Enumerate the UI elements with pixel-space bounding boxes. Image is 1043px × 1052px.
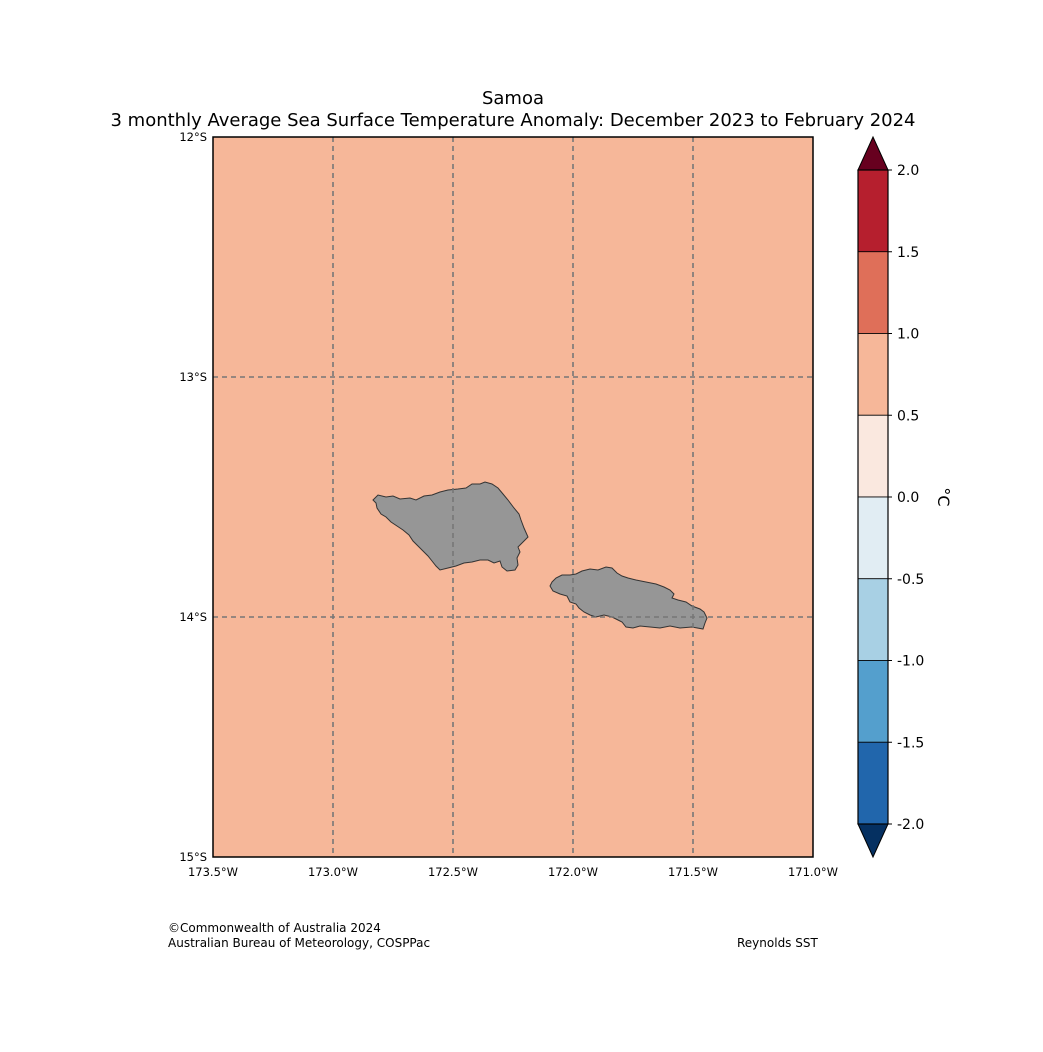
colorbar-tick-label: -0.5 [897,572,924,588]
colorbar-bin [857,414,889,498]
gridlines [213,137,813,857]
longitude-tick-label: 171.0°W [788,865,838,879]
colorbar-unit-label: °C [934,487,953,506]
colorbar-bin [857,333,889,416]
sea-area [213,137,813,857]
colorbar-bin [857,660,889,743]
colorbar-tick-label: 0.5 [897,408,919,424]
savaii-island [372,481,529,572]
latitude-tick-label: 14°S [179,610,207,624]
colorbar [857,135,889,859]
colorbar-extend-max [857,135,889,171]
latitude-tick-label: 12°S [179,130,207,144]
longitude-tick-label: 173.5°W [188,865,238,879]
colorbar-bin [857,169,889,253]
colorbar-tick-label: -1.0 [897,654,924,670]
colorbar-bin [857,578,889,661]
map-subtitle: 3 monthly Average Sea Surface Temperatur… [110,110,916,131]
longitude-tick-label: 173.0°W [308,865,358,879]
longitude-tick-label: 171.5°W [668,865,718,879]
longitude-tick-label: 172.5°W [428,865,478,879]
colorbar-tick-label: 2.0 [897,163,919,179]
colorbar-tick-label: 0.0 [897,490,919,506]
map-frame [212,136,814,858]
colorbar-bin [857,251,889,334]
longitude-tick-label: 172.0°W [548,865,598,879]
colorbar-bin [857,741,889,825]
colorbar-extend-min [857,823,889,859]
colorbar-tick-labels: 2.0 1.5 1.0 0.5 0.0 -0.5 -1.0 -1.5 -2.0 [888,163,924,833]
latitude-tick-label: 15°S [179,850,207,864]
latitude-tick-labels: 12°S 13°S 14°S 15°S [179,130,207,864]
colorbar-bin [857,496,889,580]
latitude-tick-label: 13°S [179,370,207,384]
colorbar-tick-label: -2.0 [897,817,924,833]
agency-credit: Australian Bureau of Meteorology, COSPPa… [168,936,431,950]
colorbar-tick-label: 1.5 [897,245,919,261]
dataset-label: Reynolds SST [737,936,818,950]
colorbar-tick-label: -1.5 [897,735,924,751]
longitude-tick-labels: 173.5°W 173.0°W 172.5°W 172.0°W 171.5°W 171.0… [188,865,838,879]
map-title: Samoa [481,88,545,109]
upolu-island [549,566,708,630]
copyright-credit: ©Commonwealth of Australia 2024 [168,921,381,935]
colorbar-tick-label: 1.0 [897,327,919,343]
